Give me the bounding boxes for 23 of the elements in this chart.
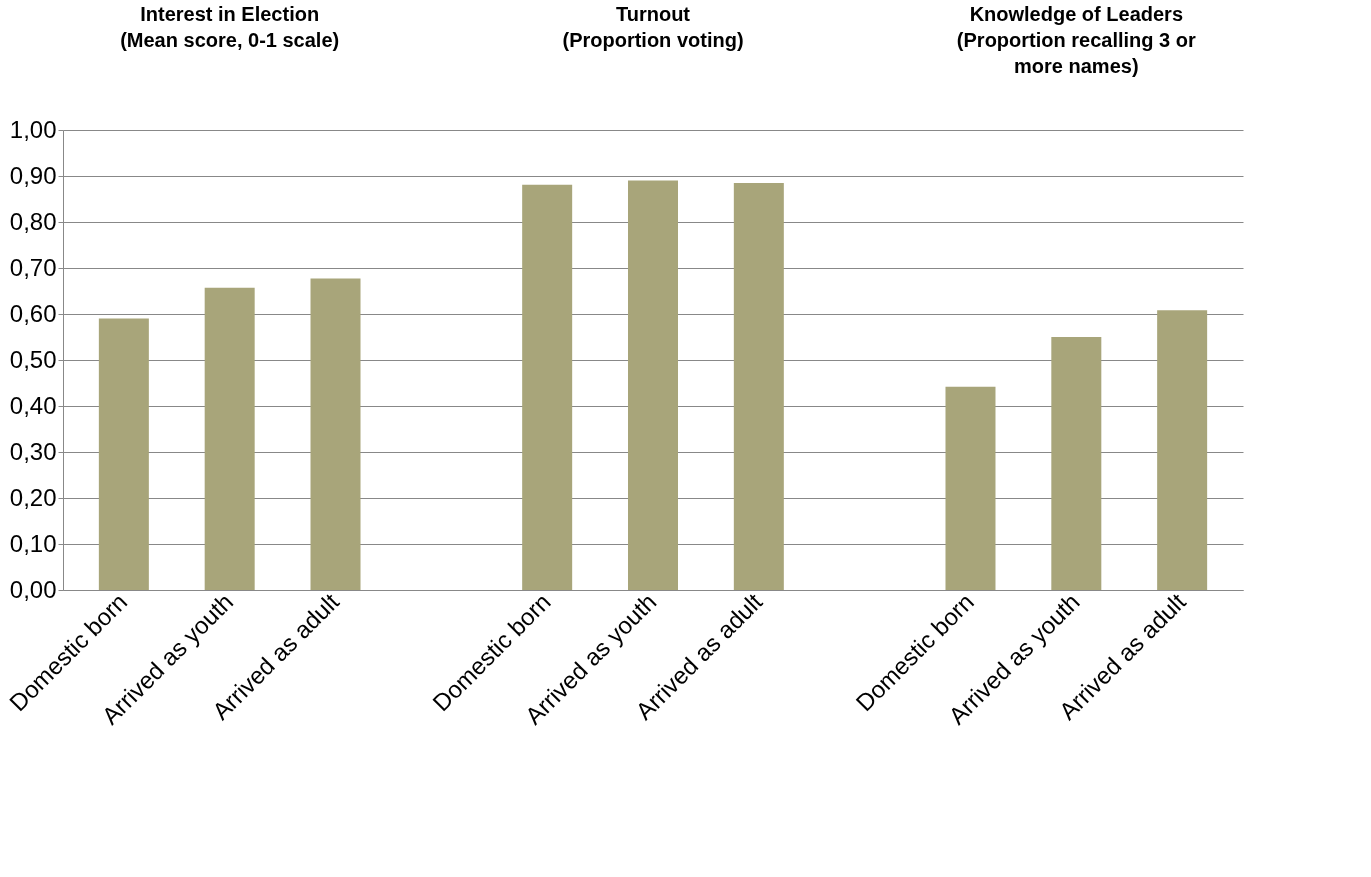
bar xyxy=(628,180,678,590)
y-tick-label: 0,40 xyxy=(9,391,57,419)
y-tick-label: 0,10 xyxy=(9,529,57,557)
y-tick-label: 0,30 xyxy=(9,437,57,465)
bar xyxy=(310,278,361,590)
y-tick-label: 0,60 xyxy=(9,299,57,327)
text: Knowledge of Leaders (Proportion recalling 3 or more names) xyxy=(956,3,1196,77)
y-tick-label: 0,00 xyxy=(9,575,57,603)
bar xyxy=(522,184,573,590)
y-tick-label: 1,00 xyxy=(9,115,57,143)
bar xyxy=(733,182,784,590)
y-tick-label: 0,50 xyxy=(9,345,57,373)
bar xyxy=(1157,310,1208,590)
y-tick-label: 0,20 xyxy=(9,483,57,511)
bar xyxy=(204,287,255,590)
text: Interest in Election (Mean score, 0-1 scale) xyxy=(120,3,340,51)
y-tick-label: 0,90 xyxy=(9,161,57,189)
text: Turnout (Proportion voting) xyxy=(562,3,744,51)
bar xyxy=(98,318,149,590)
y-tick-label: 0,80 xyxy=(9,207,57,235)
bar xyxy=(945,386,996,590)
y-tick-label: 0,70 xyxy=(9,253,57,281)
bar xyxy=(1051,337,1102,590)
